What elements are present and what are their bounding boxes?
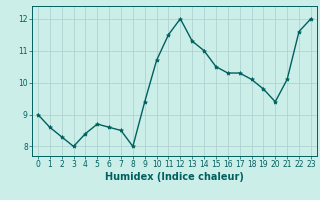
X-axis label: Humidex (Indice chaleur): Humidex (Indice chaleur)	[105, 172, 244, 182]
